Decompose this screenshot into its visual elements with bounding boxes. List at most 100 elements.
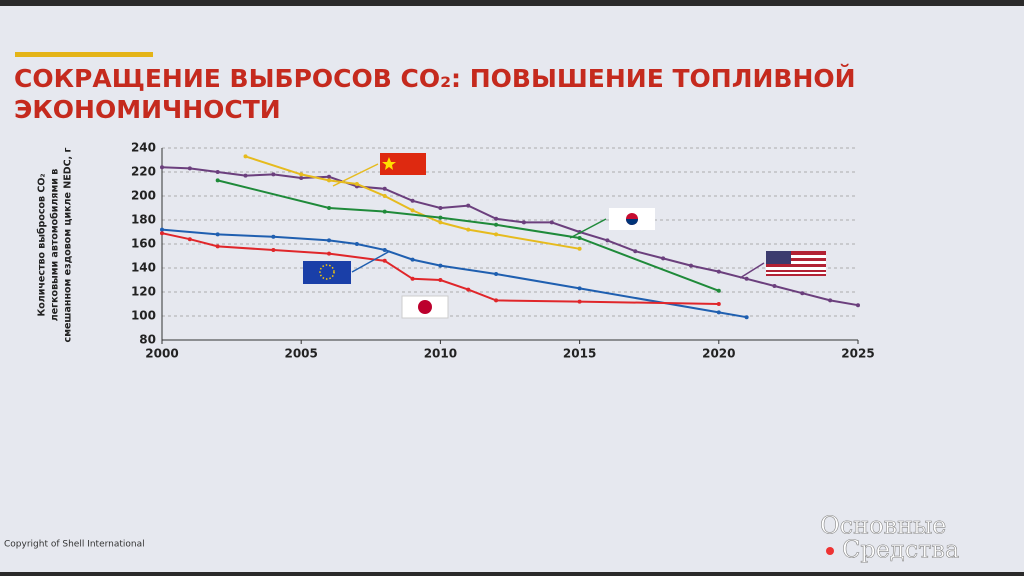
- y-tick-label: 180: [131, 213, 156, 227]
- slide-background: [0, 6, 1024, 572]
- data-point: [772, 284, 777, 288]
- data-point: [856, 303, 860, 308]
- data-point: [382, 258, 387, 263]
- data-point: [354, 182, 359, 186]
- y-tick-label: 220: [131, 165, 156, 179]
- data-point: [494, 272, 499, 276]
- data-point: [577, 246, 582, 251]
- data-point: [633, 249, 638, 254]
- y-tick-label: 240: [131, 141, 156, 155]
- title-line: СОКРАЩЕНИЕ ВЫБРОСОВ CO₂: ПОВЫШЕНИЕ ТОПЛИ…: [14, 64, 856, 93]
- data-point: [577, 236, 582, 240]
- data-point: [187, 237, 192, 242]
- leader: [569, 218, 607, 239]
- data-point: [494, 232, 499, 237]
- data-point: [215, 170, 220, 174]
- data-point: [438, 263, 443, 268]
- x-tick-label: 2025: [841, 347, 874, 361]
- plot: 80 100 120 140 160 180 200 220 240 2000 2005 2010 20…: [131, 141, 875, 361]
- flag-circle: [626, 219, 638, 225]
- data-point: [494, 298, 499, 303]
- title-line: ЭКОНОМИЧНОСТИ: [14, 95, 281, 124]
- data-point: [466, 203, 471, 208]
- data-point: [382, 186, 387, 191]
- data-point: [744, 276, 749, 281]
- data-point: [382, 209, 387, 214]
- data-point: [243, 173, 248, 178]
- leader: [739, 262, 765, 279]
- accent-bar: [15, 52, 153, 57]
- y-axis-label: смешанном ездовом цикле NEDC, г: [63, 148, 74, 343]
- data-point: [661, 256, 666, 261]
- watermark: Основные: [820, 512, 946, 540]
- data-point: [382, 248, 387, 252]
- flag-china: [380, 153, 426, 175]
- data-point: [410, 276, 415, 281]
- data-point: [605, 238, 610, 243]
- data-point: [299, 172, 304, 177]
- data-point: [716, 269, 721, 274]
- data-point: [438, 215, 443, 220]
- data-point: [327, 238, 332, 243]
- flag-star: [382, 157, 396, 170]
- data-point: [160, 227, 164, 232]
- y-axis-label: Количество выбросов CO₂: [37, 173, 48, 316]
- x-tick-label: 2015: [563, 347, 596, 361]
- watermark: Средства: [842, 536, 959, 564]
- data-point: [327, 251, 332, 256]
- leader: [351, 250, 391, 273]
- data-point: [160, 165, 164, 170]
- data-point: [716, 288, 721, 293]
- data-point: [716, 302, 721, 306]
- data-point: [800, 291, 805, 296]
- y-tick-label: 160: [131, 237, 156, 251]
- data-point: [438, 220, 443, 225]
- data-point: [438, 206, 443, 210]
- series-line: [161, 228, 747, 319]
- y-tick-label: 120: [131, 285, 156, 299]
- footer: Copyright of Shell International: [4, 540, 145, 550]
- data-point: [438, 278, 443, 282]
- data-point: [215, 232, 220, 237]
- data-point: [466, 227, 471, 232]
- data-point: [410, 208, 415, 213]
- data-point: [354, 242, 359, 246]
- x-tick-label: 2005: [284, 347, 317, 361]
- data-point: [243, 154, 248, 159]
- y-tick-label: 100: [131, 309, 156, 323]
- data-point: [744, 315, 749, 320]
- y-axis-label: легковыми автомобилями в: [50, 169, 61, 322]
- data-point: [828, 298, 833, 303]
- data-point: [327, 174, 332, 179]
- series-line: [161, 232, 719, 305]
- data-point: [215, 178, 220, 183]
- data-point: [410, 257, 415, 262]
- data-point: [549, 220, 554, 225]
- flag-usa: [766, 251, 826, 276]
- data-point: [382, 194, 387, 198]
- data-point: [215, 244, 220, 249]
- data-point: [688, 263, 693, 268]
- series-line: [245, 155, 580, 250]
- data-point: [494, 222, 499, 227]
- data-point: [327, 206, 332, 210]
- x-tick-label: 2010: [424, 347, 457, 361]
- y-tick-label: 140: [131, 261, 156, 275]
- data-point: [494, 216, 499, 221]
- data-point: [271, 234, 276, 239]
- x-tick-label: 2000: [145, 347, 178, 361]
- data-point: [410, 198, 415, 203]
- x-tick-label: 2020: [702, 347, 735, 361]
- flag-eu: [303, 261, 351, 284]
- data-point: [271, 248, 276, 252]
- data-point: [327, 178, 332, 183]
- data-point: [299, 176, 304, 180]
- y-tick-label: 200: [131, 189, 156, 203]
- y-tick-label: 80: [139, 333, 156, 347]
- data-point: [466, 287, 471, 292]
- flag-circle: [418, 300, 432, 314]
- data-point: [271, 172, 276, 177]
- data-point: [160, 231, 164, 236]
